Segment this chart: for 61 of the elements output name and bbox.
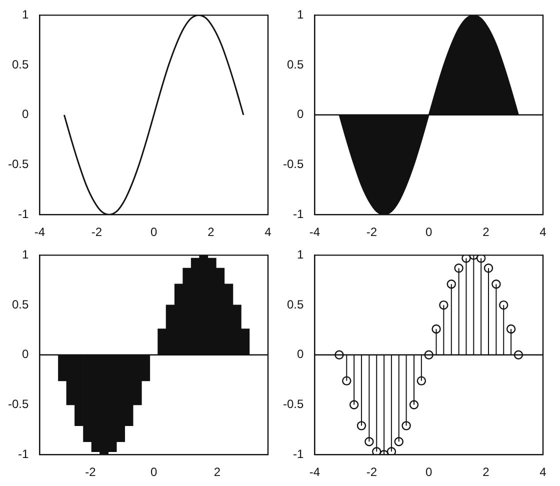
point: [432, 324, 441, 334]
x-tick-label: -4: [309, 465, 320, 480]
y-tick-label: -0.5: [282, 157, 304, 172]
point: [416, 376, 426, 386]
point: [506, 324, 516, 334]
x-tick-label: 4: [540, 225, 547, 240]
x-tick-label: 0: [150, 225, 158, 240]
point: [364, 437, 374, 446]
x-tick-label: 0: [425, 465, 432, 480]
x-tick-label: -2: [85, 465, 96, 480]
y-tick-label: 1: [22, 8, 29, 22]
y-tick-label: -1: [18, 206, 29, 221]
point: [499, 300, 508, 310]
x-tick-label: 2: [482, 465, 490, 480]
y-tick-label: 1: [22, 248, 29, 262]
y-tick-label: 1: [296, 8, 304, 22]
point: [342, 376, 352, 386]
x-tick-label: -2: [366, 225, 378, 240]
x-tick-label: -2: [91, 225, 102, 240]
x-tick-label: 0: [150, 465, 158, 480]
y-tick-label: -1: [293, 206, 304, 221]
y-tick-label: -0.5: [282, 397, 304, 412]
point: [514, 350, 524, 360]
x-tick-label: 4: [264, 225, 272, 240]
point: [476, 255, 486, 263]
x-tick-label: -4: [309, 225, 320, 240]
point: [462, 255, 471, 263]
y-tick-label: 0.5: [12, 57, 29, 72]
y-tick-label: 0: [296, 107, 304, 122]
y-tick-label: 0.5: [286, 57, 304, 72]
point: [446, 280, 456, 289]
point: [409, 400, 419, 410]
point: [402, 421, 411, 430]
y-tick-label: -0.5: [8, 157, 29, 172]
point: [349, 400, 359, 410]
x-tick-label: -2: [366, 465, 378, 480]
point: [334, 350, 344, 360]
y-tick-label: 0.5: [286, 297, 304, 312]
y-tick-label: 0: [296, 347, 304, 362]
point: [454, 264, 464, 273]
x-tick-label: 4: [540, 465, 547, 480]
point: [356, 421, 366, 430]
point: [439, 300, 448, 310]
point: [394, 437, 404, 446]
point: [372, 447, 382, 455]
x-tick-label: -4: [34, 225, 46, 240]
y-tick-label: 0: [22, 347, 29, 362]
y-tick-label: 0.5: [12, 297, 29, 312]
point: [492, 280, 501, 289]
y-tick-label: -0.5: [8, 397, 29, 412]
x-tick-label: 2: [482, 225, 490, 240]
y-tick-label: -1: [18, 446, 29, 461]
point: [424, 350, 434, 360]
x-tick-label: 2: [208, 225, 215, 240]
x-tick-label: 2: [214, 465, 221, 480]
y-tick-label: -1: [293, 446, 304, 461]
y-tick-label: 1: [296, 248, 304, 262]
x-tick-label: 0: [425, 225, 432, 240]
y-tick-label: 0: [22, 107, 29, 122]
point: [386, 447, 396, 455]
point: [484, 264, 494, 273]
